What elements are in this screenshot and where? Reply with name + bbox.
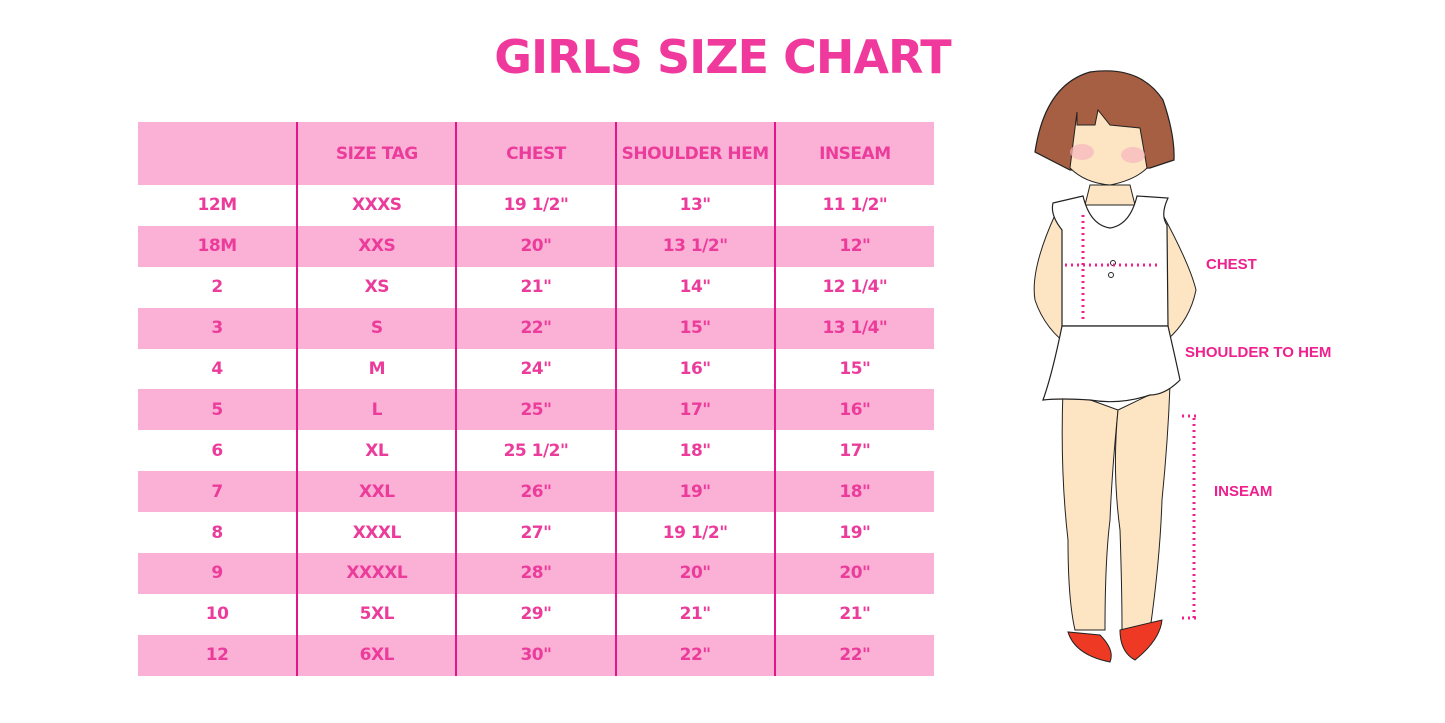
table-cell: 19 1/2" [614,512,775,554]
page-title: GIRLS SIZE CHART [494,30,951,84]
table-row: 7 XXL 26" 19" 18" [138,471,934,513]
table-cell: 20" [773,553,934,594]
table-row: 2 XS 21" 14" 12 1/4" [138,266,934,308]
table-cell: 22" [614,634,775,676]
table-cell: 22" [455,307,616,349]
size-table: SIZE TAG CHEST SHOULDER HEM INSEAM 12M XX… [138,122,934,676]
top-shape [1051,195,1169,327]
table-cell: 27" [455,512,616,554]
table-cell: 30" [455,634,616,676]
bloomers-shape [1042,325,1181,403]
table-cell: XXXXL [296,553,457,594]
header-cell [138,122,298,185]
table-cell: 7 [138,471,298,513]
table-cell: 5 [138,389,298,431]
table-cell: 3 [138,307,298,349]
table-cell: XL [296,430,457,472]
inseam-label: INSEAM [1214,483,1273,500]
table-row: 8 XXXL 27" 19 1/2" 19" [138,512,934,554]
table-cell: 19" [614,471,775,513]
table-cell: XXXL [296,512,457,554]
header-cell: SHOULDER HEM [614,122,775,185]
table-cell: 15" [614,307,775,349]
table-cell: 18M [138,225,298,267]
table-cell: 12M [197,195,238,216]
table-cell: 18" [614,430,775,472]
table-cell: 25 1/2" [455,430,616,472]
table-row: 6 XL 25 1/2" 18" 17" [138,430,934,472]
table-row: 12M XXXS 19 1/2" 13" 11 1/2" [138,185,934,226]
shoulder-to-hem-label: SHOULDER TO HEM [1185,344,1332,361]
table-cell: 2 [211,277,223,298]
table-cell: XXS [296,225,457,267]
header-cell: SIZE TAG [296,122,457,185]
table-cell: 16" [773,389,934,431]
table-cell: 25" [455,389,616,431]
table-cell: 12" [773,225,934,267]
table-cell: S [296,307,457,349]
table-cell: 12 [138,634,298,676]
table-cell: 24" [455,348,616,390]
face-shape [1069,108,1148,186]
table-cell: M [296,348,457,390]
table-row: 18M XXS 20" 13 1/2" 12" [138,225,934,267]
table-cell: 29" [455,593,616,635]
table-cell: 20" [614,553,775,594]
table-cell: 6XL [296,634,457,676]
header-cell: CHEST [455,122,616,185]
table-cell: 19" [773,512,934,554]
table-cell: 11 1/2" [773,185,934,226]
table-cell: XXXS [296,185,457,226]
table-cell: 5XL [296,593,457,635]
table-cell: 28" [455,553,616,594]
table-cell: 21" [614,593,775,635]
table-cell: 13 1/2" [614,225,775,267]
table-cell: 4 [211,359,223,379]
table-cell: 15" [773,348,934,390]
table-cell: 19 1/2" [455,185,616,226]
table-cell: 12 1/4" [773,266,934,308]
table-cell: 26" [455,471,616,513]
table-cell: 13 1/4" [773,307,934,349]
table-cell: 9 [138,553,298,594]
table-cell: XXL [296,471,457,513]
table-row: 9 XXXXL 28" 20" 20" [138,553,934,594]
table-row: 3 S 22" 15" 13 1/4" [138,307,934,349]
table-cell: 21" [455,266,616,308]
shoe-shape [1119,619,1163,661]
table-row: 10 5XL 29" 21" 21" [138,593,934,635]
table-cell: 17" [614,389,775,431]
table-cell: 14" [614,266,775,308]
table-row: 12 6XL 30" 22" 22" [138,634,934,676]
header-cell: INSEAM [773,122,934,185]
table-row: 4 M 24" 16" 15" [138,348,934,390]
table-cell: 17" [773,430,934,472]
chest-label: CHEST [1206,256,1257,273]
shoe-shape [1067,631,1112,663]
table-row: 5 L 25" 17" 16" [138,389,934,431]
table-cell: 22" [773,634,934,676]
table-cell: 16" [614,348,775,390]
table-cell: 8 [211,522,223,543]
table-cell: 20" [455,225,616,267]
table-cell: 10 [205,604,229,625]
table-cell: 13" [614,185,775,226]
table-header-row: SIZE TAG CHEST SHOULDER HEM INSEAM [138,122,934,185]
table-cell: 6 [211,440,223,461]
table-cell: 18" [773,471,934,513]
table-cell: L [296,389,457,431]
table-cell: 21" [773,593,934,635]
table-cell: XS [296,266,457,308]
